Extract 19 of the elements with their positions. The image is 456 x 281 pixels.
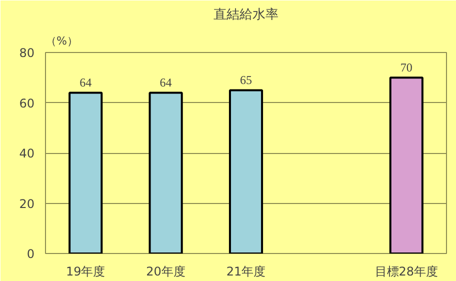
data-label: 70: [400, 60, 412, 75]
x-tick-label: 21年度: [226, 264, 266, 278]
x-tick-label: 19年度: [66, 264, 106, 278]
y-tick-label: 80: [19, 46, 35, 60]
bar: [228, 89, 264, 254]
x-tick-label: 20年度: [146, 264, 186, 278]
y-tick-label: 0: [26, 247, 35, 261]
y-tick-label: 40: [19, 146, 35, 160]
chart-title: 直結給水率: [214, 6, 278, 22]
bar: [68, 92, 103, 254]
data-label: 64: [160, 76, 172, 90]
y-axis-title: （%）: [46, 34, 78, 48]
bar: [389, 76, 424, 254]
data-label: 65: [240, 73, 252, 88]
bar: [148, 92, 183, 254]
x-tick-label: 目標28年度: [374, 264, 438, 278]
y-tick-label: 20: [19, 196, 35, 211]
y-tick-label: 60: [19, 96, 35, 110]
data-label: 64: [80, 76, 92, 90]
